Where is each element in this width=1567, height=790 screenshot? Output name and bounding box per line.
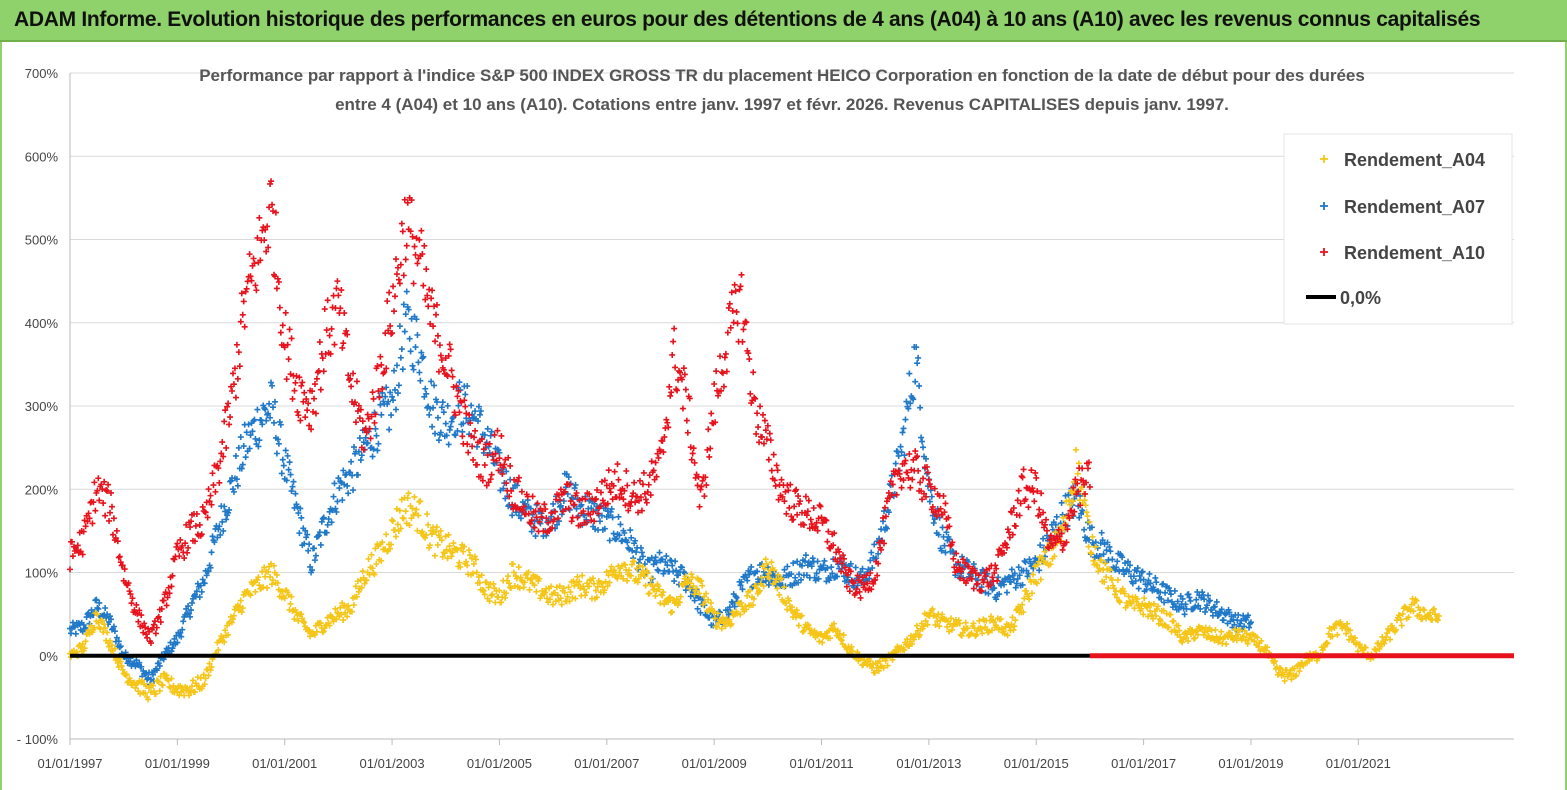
x-tick-label: 01/01/2009 <box>682 756 747 771</box>
series-points-Rendement_A04 <box>67 446 1442 703</box>
legend: Rendement_A04 Rendement_A07 Rendement_A10 0… <box>1283 133 1513 325</box>
x-tick-label: 01/01/2011 <box>789 756 853 771</box>
series-Rendement_A10 <box>67 178 1093 647</box>
y-tick-label: 200% <box>25 482 59 497</box>
x-tick-label: 01/01/1997 <box>37 756 102 771</box>
y-tick-label: 100% <box>25 566 59 581</box>
x-tick-label: 01/01/2021 <box>1326 756 1391 771</box>
y-tick-label: - 100% <box>17 732 59 747</box>
legend-label: Rendement_A04 <box>1344 150 1485 170</box>
chart-title-line1: Performance par rapport à l'indice S&P 5… <box>199 66 1365 85</box>
x-tick-label: 01/01/2017 <box>1111 756 1176 771</box>
title-bar: ADAM Informe. Evolution historique des p… <box>0 0 1567 42</box>
y-tick-label: 300% <box>25 399 59 414</box>
chart-title-line2: entre 4 (A04) et 10 ans (A10). Cotations… <box>335 95 1229 114</box>
x-tick-label: 01/01/2003 <box>360 756 425 771</box>
chart: - 100% 0% 100% 200% 300% 400% 500% 600% 700% 01/… <box>17 66 1514 771</box>
legend-swatch-Rendement_A04 <box>1320 155 1328 163</box>
x-tick-label: 01/01/2015 <box>1004 756 1069 771</box>
legend-swatch-Rendement_A07 <box>1320 202 1328 210</box>
y-tick-label: 700% <box>25 66 59 81</box>
x-tick-label: 01/01/2001 <box>252 756 317 771</box>
y-tick-label: 0% <box>39 649 58 664</box>
x-tick-label: 01/01/2005 <box>467 756 532 771</box>
x-tick-labels: 01/01/1997 01/01/1999 01/01/2001 01/01/2003… <box>37 756 1390 771</box>
x-tick-label: 01/01/1999 <box>145 756 210 771</box>
legend-box <box>1283 133 1513 325</box>
y-tick-labels: - 100% 0% 100% 200% 300% 400% 500% 600% 700% <box>17 66 59 747</box>
series-Rendement_A07 <box>67 288 1254 688</box>
legend-label: 0,0% <box>1340 288 1381 308</box>
x-tick-label: 01/01/2013 <box>896 756 961 771</box>
y-tick-label: 500% <box>25 233 59 248</box>
y-tick-label: 600% <box>25 149 59 164</box>
x-tick-label: 01/01/2019 <box>1218 756 1283 771</box>
legend-label: Rendement_A10 <box>1344 243 1485 263</box>
x-tick-label: 01/01/2007 <box>574 756 639 771</box>
series-Rendement_A04 <box>67 446 1442 703</box>
data-points <box>67 178 1514 703</box>
page-title: ADAM Informe. Evolution historique des p… <box>14 8 1481 31</box>
series-points-Rendement_A10 <box>67 178 1093 647</box>
series-points-Rendement_A07 <box>67 288 1254 688</box>
y-tick-label: 400% <box>25 316 59 331</box>
legend-items: Rendement_A04 Rendement_A07 Rendement_A10 0… <box>1306 150 1485 308</box>
legend-label: Rendement_A07 <box>1344 197 1485 217</box>
legend-swatch-Rendement_A10 <box>1320 248 1328 256</box>
chart-frame: - 100% 0% 100% 200% 300% 400% 500% 600% 700% 01/… <box>0 42 1567 790</box>
